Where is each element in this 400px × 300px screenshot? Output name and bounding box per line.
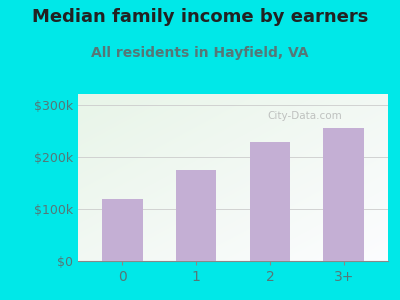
Text: Median family income by earners: Median family income by earners (32, 8, 368, 26)
Bar (250, 142, 290, 261)
Text: City-Data.com: City-Data.com (267, 111, 342, 121)
Bar (102, 199, 142, 261)
Text: All residents in Hayfield, VA: All residents in Hayfield, VA (91, 46, 309, 61)
Bar (324, 128, 364, 261)
Bar (176, 170, 216, 261)
